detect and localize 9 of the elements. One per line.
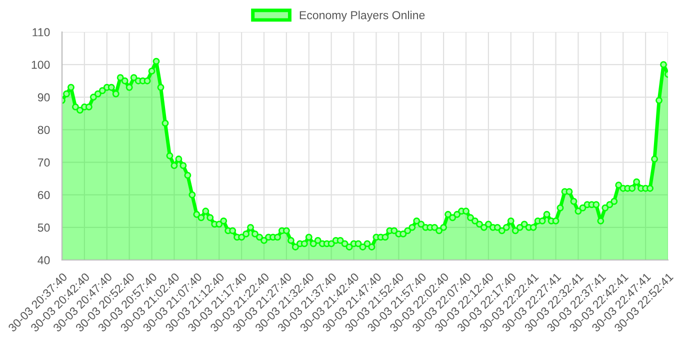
legend-label: Economy Players Online [300,10,425,22]
y-tick-label: 40 [38,256,50,264]
y-tick-label: 90 [38,93,50,102]
y-tick-label: 70 [38,158,50,167]
y-tick-label: 50 [38,224,50,232]
y-tick-label: 110 [32,28,50,36]
y-tick-label: 100 [32,60,50,69]
y-tick-label: 60 [38,190,50,200]
y-tick-label: 80 [38,126,50,134]
